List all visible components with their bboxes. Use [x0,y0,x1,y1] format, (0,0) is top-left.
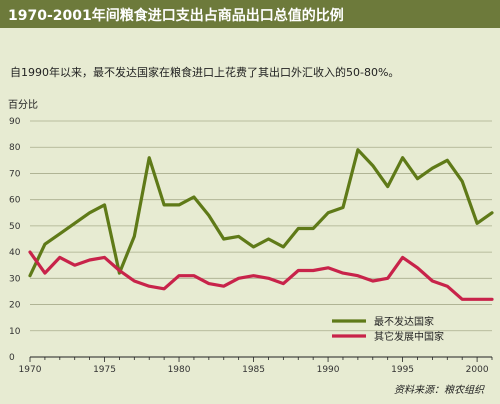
y-tick-label: 30 [9,274,21,284]
y-tick-label: 90 [9,117,21,127]
y-tick-label: 10 [9,327,21,337]
x-tick-label: 1980 [168,365,191,375]
chart-subtitle: 自1990年以来，最不发达国家在粮食进口上花费了其出口外汇收入的50-80%。 [10,66,400,79]
series-line-0 [28,148,494,278]
y-tick-label: 60 [9,196,21,206]
x-tick-label: 1970 [19,365,42,375]
header-bar: 1970-2001年间粮食进口支出占商品出口总值的比例 [0,0,500,28]
y-tick-label: 80 [9,143,21,153]
x-tick-label: 1975 [93,365,116,375]
series-line-1 [28,250,494,301]
y-tick-label: 40 [9,248,21,258]
x-tick-label: 1990 [317,365,340,375]
y-tick-label: 70 [9,169,21,179]
x-tick-label: 1985 [242,365,265,375]
y-tick-label: 0 [9,353,15,363]
legend-label-1: 其它发展中国家 [374,330,444,343]
x-tick-label: 1995 [391,365,414,375]
y-tick-label: 50 [9,222,21,232]
x-tick-label: 2000 [466,365,489,375]
y-axis-label: 百分比 [8,100,38,111]
legend-label-0: 最不发达国家 [374,315,434,328]
chart-title: 1970-2001年间粮食进口支出占商品出口总值的比例 [8,8,344,24]
y-tick-label: 20 [9,301,21,311]
source-note: 资料来源：粮农组织 [394,385,484,396]
